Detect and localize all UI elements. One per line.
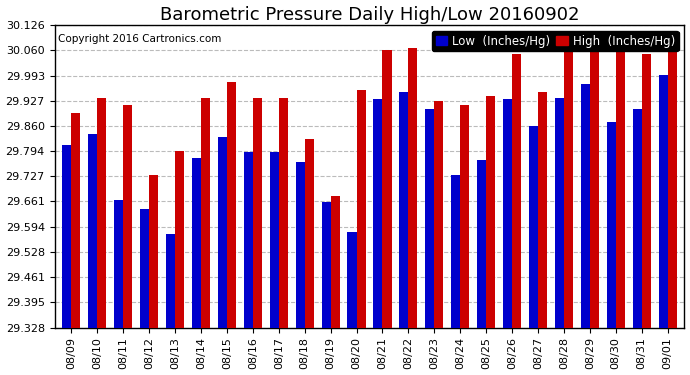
Bar xyxy=(538,92,547,328)
Bar xyxy=(477,160,486,328)
Bar xyxy=(279,98,288,328)
Bar xyxy=(425,109,434,328)
Bar xyxy=(218,137,227,328)
Title: Barometric Pressure Daily High/Low 20160902: Barometric Pressure Daily High/Low 20160… xyxy=(160,6,579,24)
Bar xyxy=(503,99,512,328)
Bar xyxy=(658,75,668,328)
Bar xyxy=(408,48,417,328)
Bar xyxy=(486,96,495,328)
Text: Copyright 2016 Cartronics.com: Copyright 2016 Cartronics.com xyxy=(58,34,221,44)
Bar xyxy=(460,105,469,328)
Bar xyxy=(331,196,339,328)
Bar xyxy=(166,234,175,328)
Bar xyxy=(451,175,460,328)
Bar xyxy=(373,99,382,328)
Bar xyxy=(668,31,677,328)
Bar xyxy=(71,112,81,328)
Bar xyxy=(615,50,625,328)
Bar xyxy=(192,158,201,328)
Bar xyxy=(149,175,158,328)
Bar xyxy=(97,98,106,328)
Bar xyxy=(270,153,279,328)
Bar xyxy=(590,50,599,328)
Bar xyxy=(434,101,444,328)
Bar xyxy=(114,200,124,328)
Bar xyxy=(529,126,538,328)
Bar xyxy=(140,209,149,328)
Bar xyxy=(564,35,573,328)
Bar xyxy=(512,54,521,328)
Bar xyxy=(253,98,262,328)
Bar xyxy=(201,98,210,328)
Bar xyxy=(642,54,651,328)
Bar xyxy=(244,153,253,328)
Bar xyxy=(607,122,615,328)
Bar xyxy=(400,92,408,328)
Bar xyxy=(322,202,331,328)
Bar xyxy=(348,232,357,328)
Bar xyxy=(555,98,564,328)
Bar xyxy=(357,90,366,328)
Bar xyxy=(633,109,642,328)
Bar xyxy=(62,145,71,328)
Bar xyxy=(88,134,97,328)
Bar xyxy=(305,139,314,328)
Bar xyxy=(175,151,184,328)
Legend: Low  (Inches/Hg), High  (Inches/Hg): Low (Inches/Hg), High (Inches/Hg) xyxy=(432,31,678,51)
Bar xyxy=(581,84,590,328)
Bar xyxy=(124,105,132,328)
Bar xyxy=(227,82,236,328)
Bar xyxy=(382,50,391,328)
Bar xyxy=(295,162,305,328)
